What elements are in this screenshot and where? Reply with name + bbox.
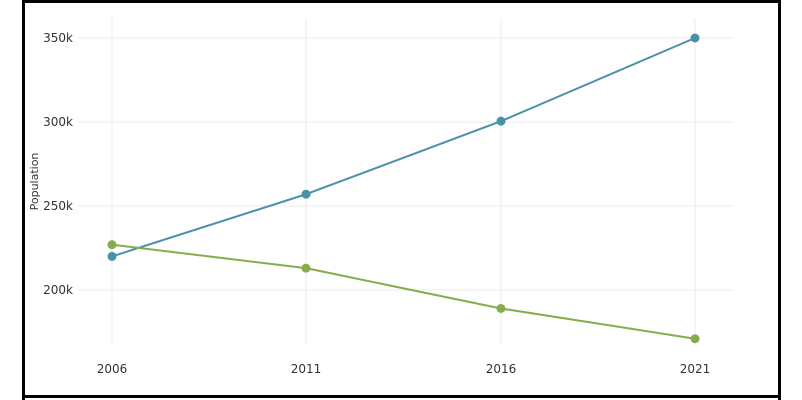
- data-point-1-1[interactable]: [107, 251, 117, 261]
- y-tick-label: 250k: [43, 199, 73, 213]
- frame-border-right: [778, 0, 781, 400]
- x-tick-label: 2011: [291, 362, 322, 376]
- grid-lines: [78, 18, 732, 345]
- data-point-1-3[interactable]: [496, 116, 506, 126]
- x-tick-label: 2006: [97, 362, 128, 376]
- x-tick-label: 2016: [486, 362, 517, 376]
- series-line-2: [111, 243, 696, 340]
- data-point-2-1[interactable]: [107, 240, 117, 250]
- y-tick-label: 350k: [43, 31, 73, 45]
- frame-border-top: [22, 0, 781, 3]
- data-point-2-2[interactable]: [301, 263, 311, 273]
- y-tick-label: 300k: [43, 115, 73, 129]
- y-axis-label: Population: [28, 153, 41, 211]
- x-tick-labels: 2006 2011 2016 2021: [97, 362, 711, 376]
- y-tick-labels: 200k 250k 300k 350k: [43, 31, 73, 297]
- data-point-1-4[interactable]: [690, 33, 700, 43]
- series-group: [107, 33, 700, 344]
- x-tick-label: 2021: [680, 362, 711, 376]
- data-point-2-3[interactable]: [496, 303, 506, 313]
- series-line-1: [111, 37, 696, 258]
- data-point-2-4[interactable]: [690, 334, 700, 344]
- data-point-1-2[interactable]: [301, 189, 311, 199]
- frame-border-bottom: [22, 395, 781, 398]
- y-tick-label: 200k: [43, 283, 73, 297]
- frame-border-left: [22, 0, 25, 400]
